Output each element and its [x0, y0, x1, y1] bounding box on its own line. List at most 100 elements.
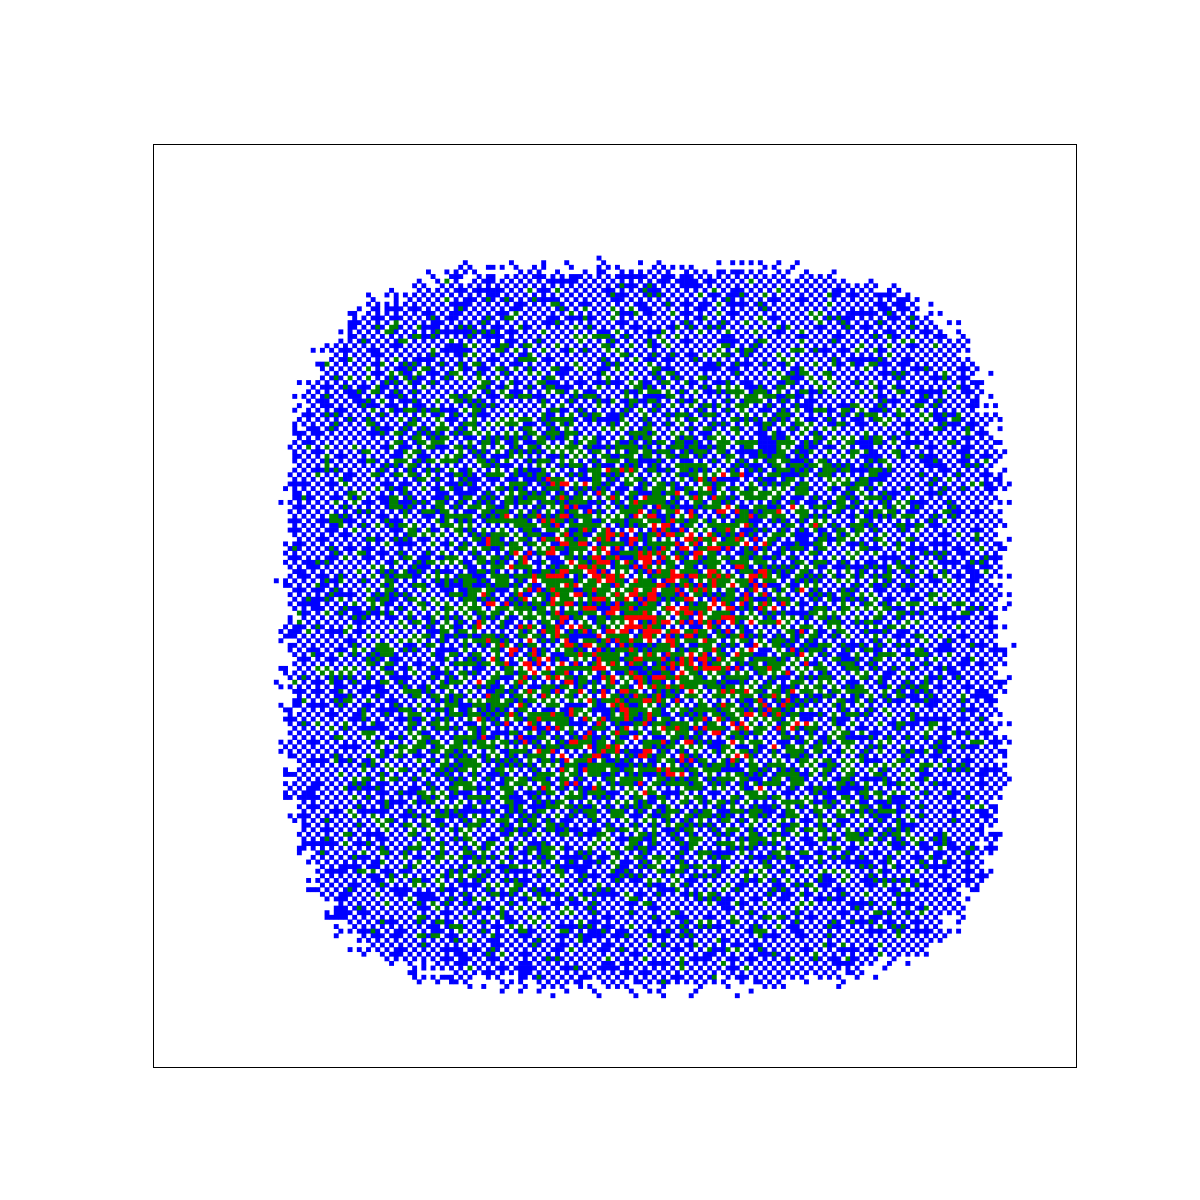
cell-outer — [937, 329, 943, 335]
cell-middle — [615, 458, 620, 464]
cell-outer — [697, 320, 703, 326]
cell-outer — [711, 490, 717, 496]
cell-outer — [578, 467, 584, 473]
cell-middle — [407, 472, 413, 478]
cell-outer — [863, 440, 869, 445]
cell-middle — [393, 380, 399, 386]
cell-outer — [827, 495, 832, 501]
cell-outer — [508, 338, 514, 344]
cell-outer — [896, 370, 902, 376]
cell-outer — [472, 324, 477, 330]
cell-outer — [725, 421, 731, 427]
cell-outer — [356, 306, 362, 312]
cell-outer — [993, 449, 998, 455]
cell-outer — [951, 421, 957, 427]
cell-outer — [504, 283, 510, 289]
cell-outer — [416, 278, 422, 284]
cell-outer — [513, 499, 519, 505]
cell-outer — [356, 320, 362, 326]
cell-outer — [522, 486, 528, 492]
cell-outer — [352, 481, 358, 487]
cell-middle — [923, 416, 929, 422]
cell-outer — [707, 495, 713, 501]
cell-outer — [532, 384, 537, 390]
cell-outer — [329, 504, 335, 510]
cell-middle — [702, 463, 708, 468]
cell-outer — [813, 416, 819, 422]
cell-outer — [435, 435, 441, 441]
cell-outer — [402, 440, 408, 445]
cell-outer — [919, 329, 925, 335]
cell-middle — [776, 467, 782, 473]
cell-middle — [730, 416, 736, 422]
cell-outer — [296, 416, 302, 422]
cell-outer — [665, 334, 671, 339]
cell-outer — [568, 292, 574, 298]
cell-outer — [928, 329, 934, 335]
cell-outer — [421, 403, 427, 409]
cell-outer — [670, 458, 676, 464]
cell-outer — [490, 389, 496, 395]
cell-middle — [550, 486, 556, 492]
cell-outer — [421, 320, 427, 326]
cell-outer — [476, 320, 482, 326]
cell-outer — [476, 357, 482, 362]
cell-outer — [716, 269, 722, 275]
cell-outer — [767, 499, 773, 505]
cell-outer — [771, 366, 777, 372]
cell-middle — [647, 453, 653, 459]
cell-middle — [366, 509, 371, 515]
cell-outer — [942, 463, 948, 468]
cell-outer — [559, 440, 565, 445]
cell-middle — [379, 467, 385, 473]
cell-inner — [711, 495, 717, 501]
cell-middle — [343, 504, 348, 510]
cell-outer — [951, 472, 957, 478]
cell-outer — [854, 329, 860, 335]
cell-outer — [859, 380, 865, 386]
cell-outer — [582, 278, 588, 284]
cell-outer — [444, 380, 450, 386]
cell-outer — [343, 476, 348, 482]
cell-outer — [822, 347, 828, 353]
cell-outer — [794, 426, 800, 432]
cell-outer — [665, 426, 671, 432]
cell-outer — [379, 370, 385, 376]
cell-outer — [333, 398, 339, 404]
cell-outer — [435, 509, 441, 515]
cell-middle — [324, 453, 330, 459]
cell-outer — [430, 430, 436, 436]
cell-outer — [504, 301, 510, 307]
cell-outer — [702, 453, 708, 459]
cell-outer — [596, 504, 602, 510]
cell-outer — [730, 260, 736, 266]
cell-outer — [518, 315, 524, 321]
cell-outer — [624, 283, 630, 289]
cell-outer — [324, 509, 330, 515]
cell-inner — [610, 495, 616, 501]
cell-outer — [467, 384, 473, 390]
cell-middle — [937, 398, 943, 404]
cell-outer — [324, 481, 330, 487]
cell-middle — [610, 458, 616, 464]
cell-outer — [651, 375, 657, 381]
cell-outer — [753, 463, 759, 468]
cell-outer — [767, 324, 773, 330]
cell-middle — [739, 509, 745, 515]
cell-middle — [495, 463, 501, 468]
cell-middle — [439, 504, 445, 510]
cell-outer — [886, 389, 892, 395]
cell-outer — [366, 329, 371, 335]
cell-outer — [877, 380, 883, 386]
cell-outer — [850, 499, 856, 505]
cell-outer — [744, 375, 749, 381]
cell-outer — [439, 301, 445, 307]
cell-outer — [356, 329, 362, 335]
cell-middle — [541, 380, 547, 386]
cell-outer — [850, 490, 856, 496]
cell-outer — [444, 269, 450, 275]
cell-outer — [836, 329, 842, 335]
cell-middle — [739, 440, 745, 445]
cell-outer — [619, 463, 625, 468]
cell-outer — [942, 490, 948, 496]
